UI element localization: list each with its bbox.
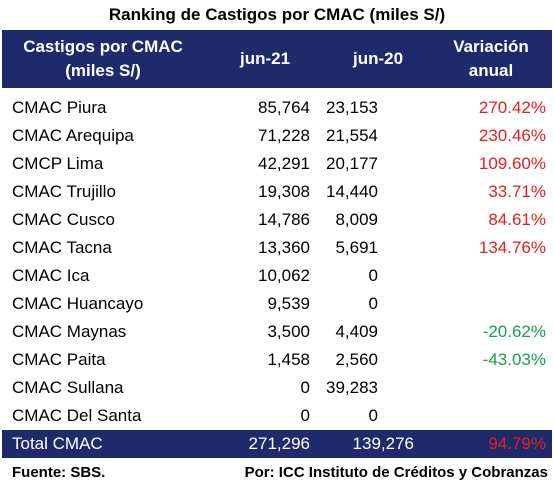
row-jun20: 4,409 <box>335 322 378 341</box>
row-jun21: 85,764 <box>258 98 310 117</box>
row-variacion: 109.60% <box>478 154 546 173</box>
row-jun21: 0 <box>300 406 310 425</box>
table-title: Ranking de Castigos por CMAC (miles S/) <box>108 5 446 24</box>
row-jun20: 5,691 <box>335 238 378 257</box>
table-row: CMAC Piura 85,764 23,153 270.42% <box>2 94 552 122</box>
table-row: CMCP Lima 42,291 20,177 109.60% <box>2 150 552 178</box>
table-row: CMAC Arequipa 71,228 21,554 230.46% <box>2 122 552 150</box>
row-jun21: 10,062 <box>258 266 310 285</box>
row-name: CMAC Sullana <box>12 378 124 397</box>
row-jun20: 14,440 <box>326 182 378 201</box>
row-name: CMAC Arequipa <box>12 126 134 145</box>
row-variacion: 134.76% <box>478 238 546 257</box>
row-jun21: 42,291 <box>258 154 310 173</box>
row-name: CMAC Del Santa <box>12 406 142 425</box>
header-jun21: jun-21 <box>239 49 291 68</box>
row-name: CMAC Huancayo <box>12 294 144 313</box>
row-variacion: 33.71% <box>488 182 546 201</box>
table-row: CMAC Tacna 13,360 5,691 134.76% <box>2 234 552 262</box>
row-jun20: 39,283 <box>326 378 378 397</box>
row-jun21: 19,308 <box>258 182 310 201</box>
table-row: CMAC Ica 10,062 0 <box>2 262 552 290</box>
table-row: CMAC Sullana 0 39,283 <box>2 374 552 402</box>
row-jun21: 9,539 <box>267 294 310 313</box>
row-jun20: 0 <box>368 406 378 425</box>
header-variacion: Variación anual <box>430 34 552 84</box>
row-jun21: 1,458 <box>267 350 310 369</box>
row-jun20: 0 <box>368 294 378 313</box>
row-jun20: 8,009 <box>335 210 378 229</box>
header-castigos-line2: (miles S/) <box>65 61 141 80</box>
footer-source: Fuente: SBS. <box>12 464 106 481</box>
header-castigos: Castigos por CMAC (miles S/) <box>2 34 204 84</box>
row-jun20: 21,554 <box>326 126 378 145</box>
row-jun21: 13,360 <box>258 238 310 257</box>
row-name: CMAC Maynas <box>12 322 127 341</box>
row-name: CMAC Tacna <box>12 238 112 257</box>
row-name: CMAC Piura <box>12 98 107 117</box>
total-jun20: 139,276 <box>352 434 414 453</box>
table-body: CMAC Piura 85,764 23,153 270.42% CMAC Ar… <box>2 94 552 430</box>
header-jun20: jun-20 <box>352 49 404 68</box>
row-name: CMAC Trujillo <box>12 182 116 201</box>
row-name: CMAC Cusco <box>12 210 115 229</box>
row-variacion: 270.42% <box>478 98 546 117</box>
row-jun21: 3,500 <box>267 322 310 341</box>
table-footer: Fuente: SBS. Por: ICC Instituto de Crédi… <box>0 458 554 487</box>
header-variacion-line1: Variación <box>453 37 529 56</box>
header-castigos-line1: Castigos por CMAC <box>23 37 183 56</box>
row-jun20: 23,153 <box>326 98 378 117</box>
row-jun20: 0 <box>368 266 378 285</box>
row-jun21: 14,786 <box>258 210 310 229</box>
table-header: Castigos por CMAC (miles S/) jun-21 jun-… <box>2 30 552 88</box>
table-row: CMAC Maynas 3,500 4,409 -20.62% <box>2 318 552 346</box>
row-jun20: 20,177 <box>326 154 378 173</box>
row-name: CMAC Paita <box>12 350 106 369</box>
total-variacion: 94.79% <box>488 434 546 453</box>
row-name: CMCP Lima <box>12 154 104 173</box>
table-row: CMAC Huancayo 9,539 0 <box>2 290 552 318</box>
total-name: Total CMAC <box>12 434 103 453</box>
table-row: CMAC Del Santa 0 0 <box>2 402 552 430</box>
table-row: CMAC Paita 1,458 2,560 -43.03% <box>2 346 552 374</box>
table-row: CMAC Cusco 14,786 8,009 84.61% <box>2 206 552 234</box>
row-jun21: 71,228 <box>258 126 310 145</box>
row-variacion: 84.61% <box>488 210 546 229</box>
row-variacion: -20.62% <box>482 322 546 341</box>
total-jun21: 271,296 <box>248 434 310 453</box>
footer-credit: Por: ICC Instituto de Créditos y Cobranz… <box>244 464 548 481</box>
row-variacion: 230.46% <box>478 126 546 145</box>
total-row: Total CMAC 271,296 139,276 94.79% <box>2 430 552 458</box>
table-row: CMAC Trujillo 19,308 14,440 33.71% <box>2 178 552 206</box>
row-jun20: 2,560 <box>335 350 378 369</box>
row-name: CMAC Ica <box>12 266 90 285</box>
header-variacion-line2: anual <box>468 61 514 80</box>
row-jun21: 0 <box>300 378 310 397</box>
row-variacion: -43.03% <box>482 350 546 369</box>
